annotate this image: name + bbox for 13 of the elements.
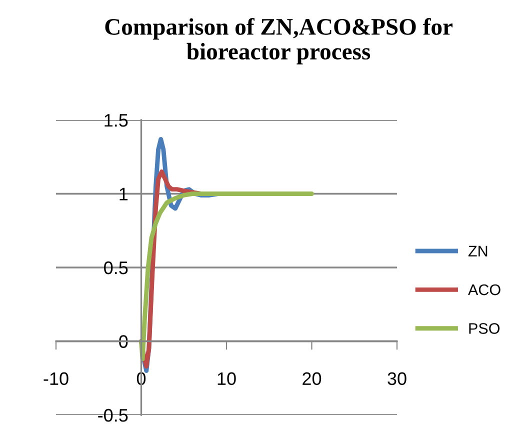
x-tick-label: 30 (388, 372, 406, 386)
y-tick-label: 0.5 (104, 261, 128, 274)
y-tick-label: -0.5 (98, 408, 128, 422)
x-tick-label: 20 (302, 372, 322, 386)
legend-label: ZN (468, 246, 488, 256)
y-tick-label: 1.5 (104, 114, 128, 127)
line-series (139, 192, 314, 362)
legend-label: PSO (469, 323, 500, 334)
y-tick-label: 1 (120, 188, 128, 200)
x-tick-label: -10 (44, 372, 68, 386)
chart-title: Comparison of ZN,ACO&PSO for bioreactor process (105, 18, 452, 64)
x-tick-label: 10 (218, 372, 236, 386)
legend-label: ACO (468, 284, 500, 296)
